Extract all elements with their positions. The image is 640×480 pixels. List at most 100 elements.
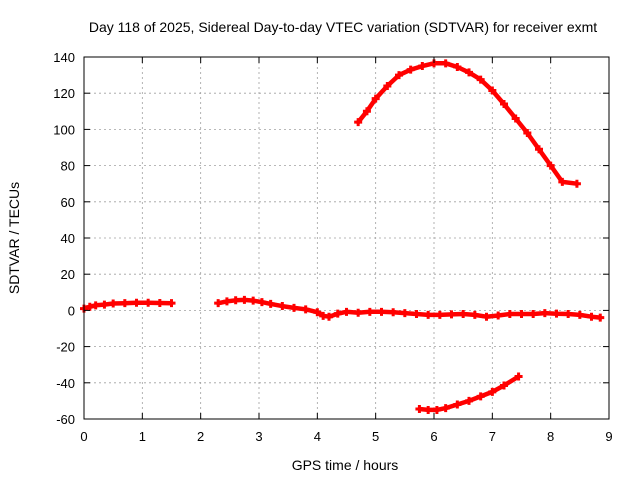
data-point xyxy=(301,305,310,314)
chart-title: Day 118 of 2025, Sidereal Day-to-day VTE… xyxy=(89,19,597,35)
data-point xyxy=(572,179,581,188)
data-point xyxy=(511,114,520,123)
data-point xyxy=(546,161,555,170)
y-tick-label: -20 xyxy=(56,340,75,355)
data-point xyxy=(290,303,298,312)
data-point xyxy=(415,405,424,414)
data-point xyxy=(488,86,497,95)
data-point xyxy=(155,298,164,307)
x-tick-label: 8 xyxy=(547,429,554,444)
data-point xyxy=(596,313,605,322)
data-point xyxy=(249,296,258,305)
data-point xyxy=(418,62,427,71)
data-point xyxy=(500,381,508,390)
data-point xyxy=(313,308,322,317)
data-point xyxy=(132,298,141,307)
y-tick-label: 120 xyxy=(53,86,75,101)
data-point xyxy=(354,118,363,127)
data-point xyxy=(325,312,333,321)
data-point xyxy=(333,309,342,318)
data-point xyxy=(362,107,371,116)
tick-layer xyxy=(83,56,610,420)
data-point xyxy=(465,68,473,77)
series-layer xyxy=(80,59,605,414)
data-point xyxy=(109,299,118,308)
y-tick-label: 60 xyxy=(61,195,75,210)
data-point xyxy=(342,307,351,316)
data-point xyxy=(389,308,398,317)
data-point xyxy=(144,298,153,307)
data-point xyxy=(120,299,129,308)
data-point xyxy=(377,307,386,316)
data-point xyxy=(424,310,433,319)
data-point xyxy=(424,405,433,414)
data-point xyxy=(91,301,100,310)
data-point xyxy=(465,396,473,405)
x-tick-label: 9 xyxy=(605,429,612,444)
y-tick-label: 80 xyxy=(61,159,75,174)
data-point xyxy=(412,310,421,319)
x-tick-label: 1 xyxy=(139,429,146,444)
y-tick-label: 0 xyxy=(68,303,75,318)
data-point xyxy=(266,299,275,308)
data-point xyxy=(447,310,456,319)
data-point xyxy=(257,298,266,307)
data-point xyxy=(395,71,403,80)
data-point xyxy=(470,310,479,319)
data-point xyxy=(400,309,409,318)
y-tick-label: 40 xyxy=(61,231,75,246)
tick-label-layer: 0 1 2 3 4 5 6 7 8 9 -60 -40 -20 0 20 40 60 80 100 120 140 xyxy=(53,50,612,444)
data-point xyxy=(494,311,503,320)
x-tick-label: 7 xyxy=(489,429,496,444)
data-point xyxy=(441,59,450,68)
data-point xyxy=(354,308,363,317)
data-point xyxy=(558,177,567,186)
data-point xyxy=(505,310,514,319)
data-point xyxy=(453,400,462,409)
data-point xyxy=(383,81,392,90)
data-point xyxy=(564,310,573,319)
data-point xyxy=(231,296,240,305)
data-point xyxy=(523,129,532,138)
x-tick-label: 5 xyxy=(372,429,379,444)
x-axis-label: GPS time / hours xyxy=(292,457,399,473)
data-point xyxy=(514,372,523,381)
data-point xyxy=(552,309,561,318)
y-tick-label: -60 xyxy=(56,412,75,427)
y-tick-label: -40 xyxy=(56,376,75,391)
data-point xyxy=(476,392,485,401)
data-point xyxy=(459,310,468,319)
data-point xyxy=(488,387,497,396)
y-axis-label: SDTVAR / TECUs xyxy=(6,182,22,294)
data-point xyxy=(222,297,231,306)
data-series-4 xyxy=(417,374,521,413)
grid-layer xyxy=(84,57,609,419)
data-point xyxy=(214,299,223,308)
x-tick-label: 4 xyxy=(314,429,321,444)
data-series-3 xyxy=(355,61,580,186)
data-point xyxy=(406,65,415,74)
data-point xyxy=(476,75,485,84)
x-tick-label: 3 xyxy=(255,429,262,444)
x-tick-label: 2 xyxy=(197,429,204,444)
data-point xyxy=(240,295,249,304)
data-series-2 xyxy=(215,297,603,320)
data-point xyxy=(482,312,491,321)
data-point xyxy=(100,300,109,309)
y-tick-label: 20 xyxy=(61,267,75,282)
data-point xyxy=(432,405,441,414)
data-point xyxy=(371,94,380,103)
x-tick-label: 6 xyxy=(430,429,437,444)
data-point xyxy=(365,307,374,316)
data-point xyxy=(167,299,176,308)
data-point xyxy=(540,309,549,318)
data-point xyxy=(435,310,444,319)
data-point xyxy=(441,404,450,413)
x-tick-label: 0 xyxy=(80,429,87,444)
y-tick-label: 140 xyxy=(53,50,75,65)
data-point xyxy=(453,62,462,71)
data-point xyxy=(529,310,538,319)
data-point xyxy=(535,145,543,154)
data-point xyxy=(500,100,508,109)
